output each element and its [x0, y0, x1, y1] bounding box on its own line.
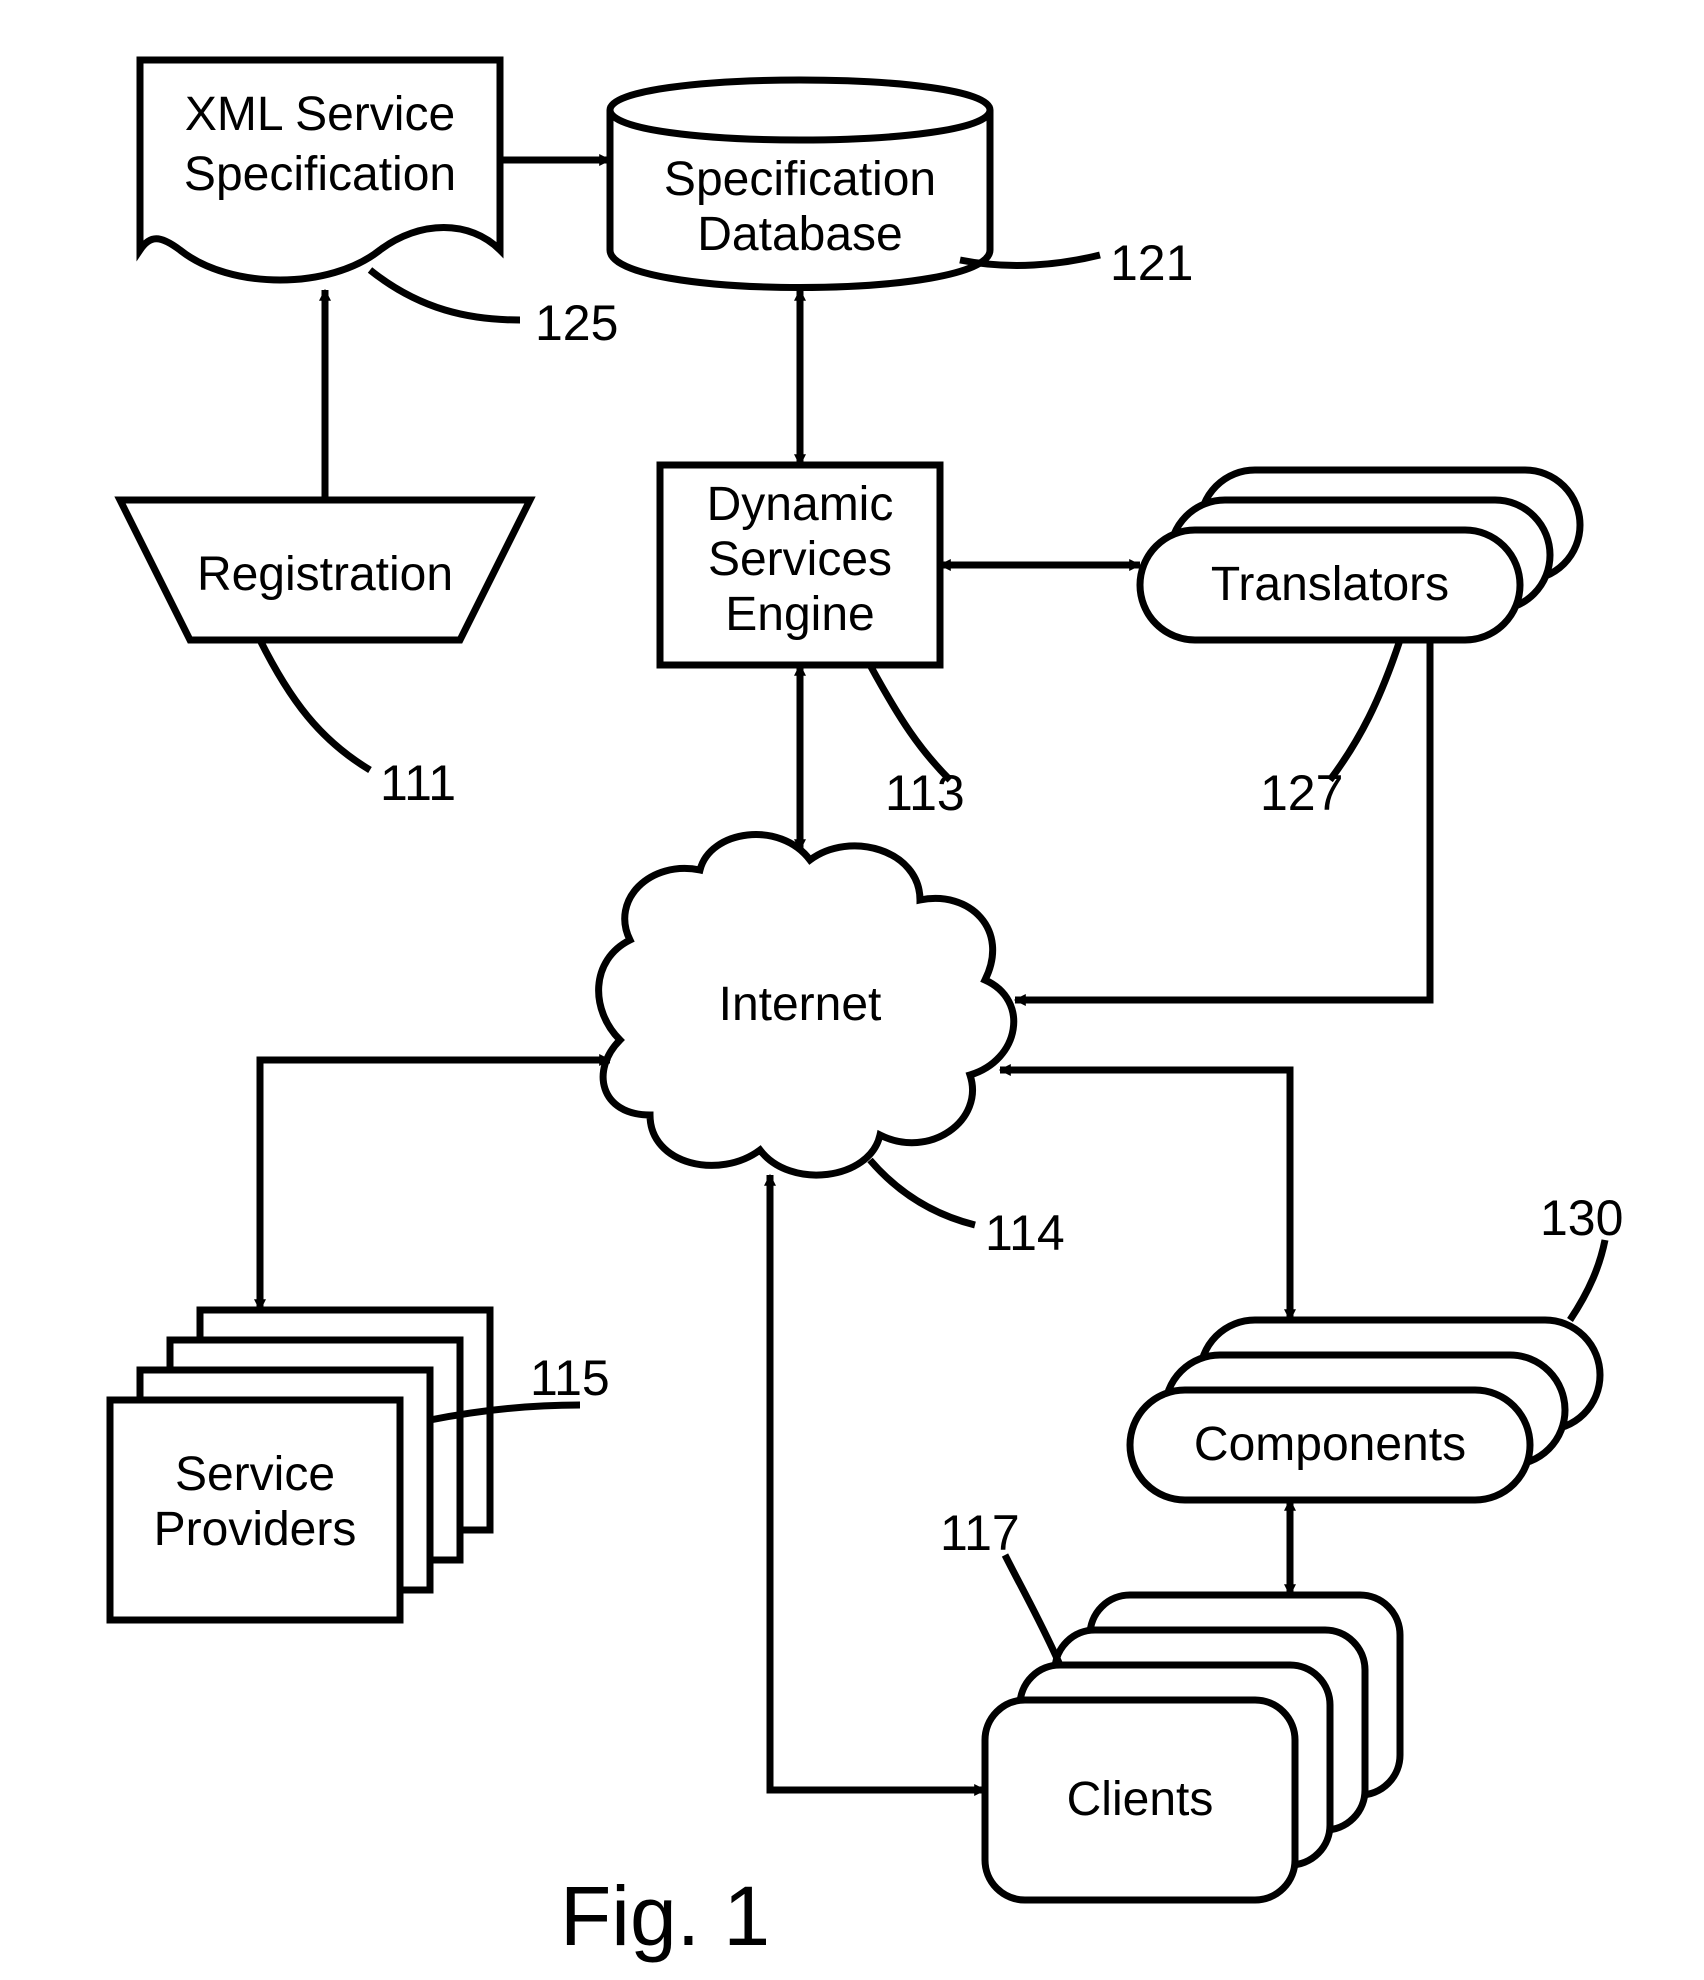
components-label: Components — [1194, 1418, 1466, 1471]
internet-label: Internet — [719, 978, 882, 1031]
providers-node: Service Providers — [110, 1310, 490, 1620]
ref-114: 114 — [985, 1205, 1065, 1261]
internet-node: Internet — [599, 835, 1014, 1176]
edge-translators-internet — [1015, 640, 1430, 1000]
dse-label-1: Services — [708, 533, 892, 586]
ref-127: 127 — [1260, 765, 1343, 821]
registration-node: Registration — [120, 500, 530, 640]
edge-internet-components — [1000, 1070, 1290, 1320]
ref-121: 121 — [1110, 235, 1193, 291]
providers-label-1: Providers — [154, 1503, 357, 1556]
edge-internet-clients — [770, 1175, 985, 1790]
dse-label-0: Dynamic — [707, 478, 894, 531]
components-node: Components — [1130, 1320, 1600, 1500]
ref-113: 113 — [885, 765, 965, 821]
ref-130: 130 — [1540, 1190, 1623, 1246]
translators-node: Translators — [1140, 470, 1580, 640]
ref-111: 111 — [380, 755, 456, 811]
figure-label: Fig. 1 — [560, 1869, 770, 1963]
xml-spec-node: XML Service Specification — [140, 60, 500, 280]
clients-label: Clients — [1067, 1773, 1214, 1826]
spec-db-label-1: Database — [697, 208, 902, 261]
translators-label: Translators — [1211, 558, 1449, 611]
xml-spec-label-0: XML Service — [185, 88, 455, 141]
dse-label-2: Engine — [725, 588, 874, 641]
spec-db-label-0: Specification — [664, 153, 936, 206]
providers-label-0: Service — [175, 1448, 335, 1501]
ref-115: 115 — [530, 1350, 610, 1406]
ref-117: 117 — [940, 1505, 1020, 1561]
spec-db-node: Specification Database — [610, 80, 990, 288]
registration-label: Registration — [197, 548, 453, 601]
xml-spec-label-1: Specification — [184, 148, 456, 201]
dse-node: Dynamic Services Engine — [660, 465, 940, 665]
edge-internet-providers — [260, 1060, 610, 1310]
ref-125: 125 — [535, 295, 618, 351]
